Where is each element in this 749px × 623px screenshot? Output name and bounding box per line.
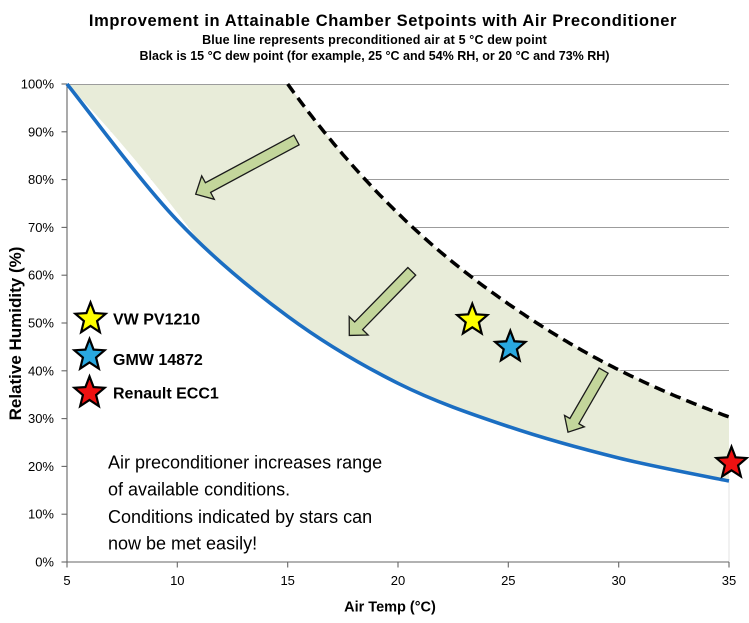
svg-text:Air preconditioner increases r: Air preconditioner increases range	[108, 453, 382, 473]
svg-text:25: 25	[501, 573, 515, 588]
svg-text:Renault ECC1: Renault ECC1	[113, 386, 219, 403]
svg-text:10: 10	[170, 573, 184, 588]
svg-text:Blue line represents precondit: Blue line represents preconditioned air …	[202, 33, 548, 47]
svg-text:VW PV1210: VW PV1210	[113, 312, 200, 329]
svg-text:Relative Humidity (%): Relative Humidity (%)	[6, 247, 25, 421]
svg-text:10%: 10%	[28, 507, 54, 522]
svg-text:now be met easily!: now be met easily!	[108, 534, 257, 554]
svg-text:80%: 80%	[28, 172, 54, 187]
svg-text:Black is 15 °C dew point (for: Black is 15 °C dew point (for example, 2…	[140, 49, 610, 63]
svg-text:of available conditions.: of available conditions.	[108, 480, 290, 500]
svg-text:40%: 40%	[28, 363, 54, 378]
svg-text:70%: 70%	[28, 220, 54, 235]
svg-text:0%: 0%	[35, 555, 54, 570]
svg-text:90%: 90%	[28, 124, 54, 139]
svg-text:GMW 14872: GMW 14872	[113, 352, 203, 369]
svg-text:20: 20	[391, 573, 405, 588]
svg-text:20%: 20%	[28, 459, 54, 474]
svg-text:50%: 50%	[28, 316, 54, 331]
svg-text:Conditions indicated by stars: Conditions indicated by stars can	[108, 507, 372, 527]
svg-text:Improvement in Attainable Cham: Improvement in Attainable Chamber Setpoi…	[89, 12, 677, 30]
svg-text:30%: 30%	[28, 411, 54, 426]
svg-text:15: 15	[280, 573, 294, 588]
svg-text:35: 35	[722, 573, 736, 588]
svg-text:60%: 60%	[28, 268, 54, 283]
svg-text:Air Temp (°C): Air Temp (°C)	[344, 600, 436, 616]
svg-text:30: 30	[611, 573, 625, 588]
svg-text:5: 5	[63, 573, 70, 588]
svg-text:100%: 100%	[21, 77, 55, 92]
